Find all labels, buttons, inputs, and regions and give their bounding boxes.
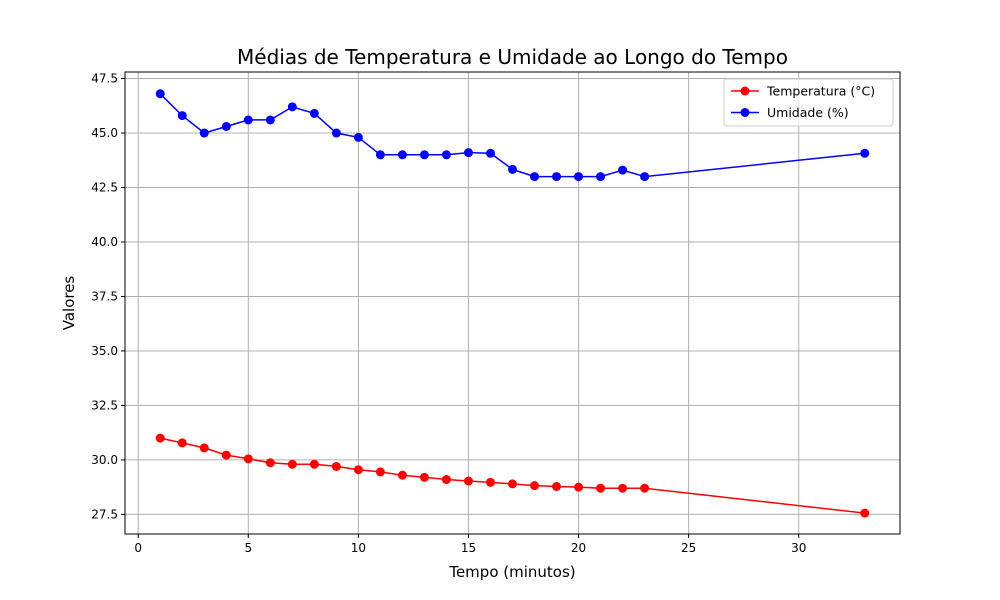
x-tick-label: 5	[244, 541, 252, 555]
x-tick-label: 15	[461, 541, 476, 555]
umidade-data-point	[463, 148, 473, 158]
y-axis-label: Valores	[60, 276, 78, 331]
temperatura-data-point	[552, 481, 562, 491]
temperatura-data-point	[419, 472, 429, 482]
legend-box	[723, 78, 894, 127]
x-tick-label: 30	[791, 541, 806, 555]
temperatura-data-point	[353, 465, 363, 475]
temperatura-data-point	[463, 476, 473, 486]
legend: Temperatura (°C) Umidade (%)	[723, 78, 894, 127]
temperatura-data-point	[508, 479, 517, 489]
ticks: 0 5 10 15 20 25 30 27.5 30.0 32.5 35.0 37.5 40.0 42.5…	[91, 72, 806, 555]
legend-label-umidade: Umidade (%)	[767, 105, 849, 120]
umidade-data-point	[596, 172, 606, 182]
umidade-data-point	[221, 121, 231, 131]
y-tick-label: 27.5	[91, 507, 118, 521]
umidade-data-point	[375, 150, 385, 160]
x-tick-label: 20	[571, 541, 586, 555]
temperatura-data-point	[155, 433, 165, 443]
y-tick-label: 37.5	[91, 289, 118, 303]
temperatura-data-point	[221, 450, 231, 460]
x-axis-label: Tempo (minutos)	[448, 563, 575, 581]
y-tick-label: 40.0	[91, 235, 118, 249]
temperatura-data-point	[331, 461, 341, 471]
y-tick-label: 30.0	[91, 453, 118, 467]
umidade-data-point	[155, 89, 165, 99]
series-layer	[155, 89, 870, 518]
legend-label-temperatura: Temperatura (°C)	[766, 84, 875, 99]
x-tick-label: 10	[351, 541, 366, 555]
y-tick-label: 32.5	[91, 398, 118, 412]
umidade-data-point	[243, 115, 253, 125]
chart-title: Médias de Temperatura e Umidade ao Longo…	[237, 45, 788, 69]
y-tick-label: 35.0	[91, 344, 118, 358]
temperatura-data-point	[860, 508, 870, 518]
temperatura-data-point	[618, 483, 628, 493]
umidade-data-point	[265, 115, 275, 125]
temperatura-data-point	[199, 443, 209, 453]
umidade-data-point	[199, 128, 209, 138]
temperatura-data-point	[485, 477, 495, 487]
temperatura-data-point	[177, 438, 187, 448]
legend-marker-temperatura	[740, 86, 750, 96]
plot-frame	[124, 71, 901, 535]
umidade-data-point	[177, 111, 187, 121]
x-tick-label: 25	[681, 541, 696, 555]
temperatura-data-point	[309, 459, 319, 469]
umidade-data-point	[397, 150, 407, 160]
temperatura-data-point	[265, 458, 275, 468]
temperatura-data-point	[596, 483, 606, 493]
temperatura-data-point	[441, 475, 451, 485]
umidade-data-point	[574, 172, 584, 182]
umidade-data-point	[353, 132, 363, 142]
temperatura-data-point	[243, 454, 253, 464]
y-tick-label: 47.5	[91, 72, 118, 86]
temperatura-data-point	[640, 483, 650, 493]
umidade-data-point	[419, 150, 429, 160]
umidade-data-point	[860, 148, 870, 158]
temperatura-data-point	[287, 459, 297, 469]
umidade-data-point	[640, 172, 650, 182]
temperatura-data-point	[397, 470, 407, 480]
umidade-data-point	[441, 150, 451, 160]
temperatura-data-point	[530, 481, 540, 491]
temperatura-data-point	[574, 482, 584, 492]
umidade-data-point	[331, 128, 341, 138]
umidade-data-point	[287, 102, 297, 112]
legend-marker-umidade	[740, 108, 750, 117]
umidade-data-point	[618, 165, 628, 175]
x-tick-label: 0	[134, 541, 142, 555]
umidade-data-point	[485, 148, 495, 158]
umidade-data-point	[309, 108, 319, 118]
temperatura-data-point	[375, 467, 385, 477]
umidade-data-point	[508, 164, 517, 174]
umidade-data-point	[530, 172, 540, 182]
y-tick-label: 42.5	[91, 181, 118, 195]
y-tick-label: 45.0	[91, 126, 118, 140]
umidade-data-point	[552, 172, 562, 182]
